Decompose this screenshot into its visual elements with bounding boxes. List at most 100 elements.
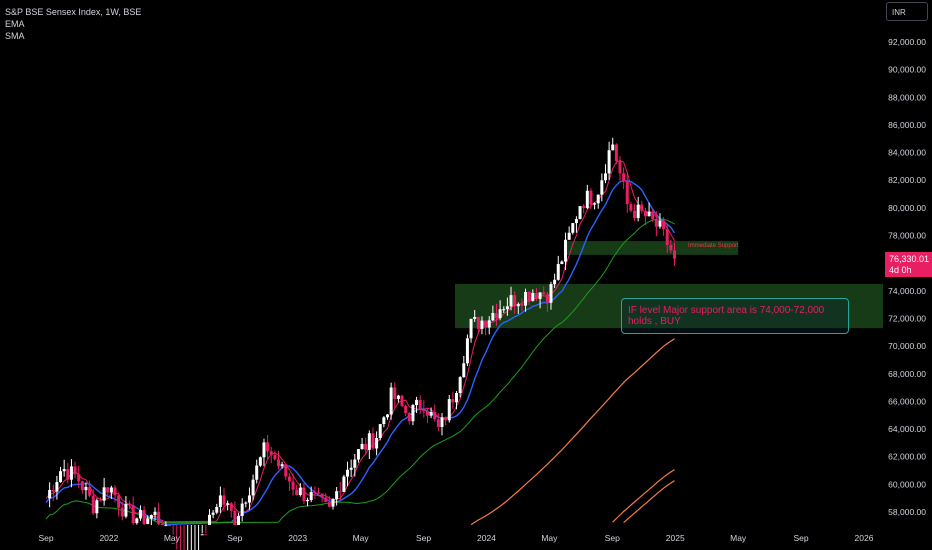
price-tick-label: 78,000.00 <box>888 231 926 241</box>
candle-body <box>498 309 502 319</box>
currency-button[interactable]: INR <box>886 2 928 21</box>
price-axis: 58,000.00 60,000.00 62,000.00 64,000.00 66,0… <box>888 37 926 517</box>
candle-body <box>593 203 597 205</box>
candle-body <box>542 292 546 295</box>
candle-body <box>218 495 222 507</box>
price-tick-label: 72,000.00 <box>888 313 926 323</box>
candle-body <box>298 487 302 496</box>
candle-body <box>153 511 157 516</box>
candle-body <box>574 219 578 224</box>
candle-body <box>444 417 448 421</box>
candle-body <box>171 542 175 544</box>
candle-body <box>327 502 331 507</box>
candle-body <box>135 518 139 524</box>
candle-body <box>527 291 531 301</box>
price-tick-label: 80,000.00 <box>888 203 926 213</box>
candle-body <box>62 469 66 472</box>
candle-body <box>51 489 55 492</box>
candle-body <box>364 443 368 450</box>
price-tick-label: 88,000.00 <box>888 92 926 102</box>
time-tick-label: 2023 <box>288 533 307 543</box>
candle-body <box>578 206 582 220</box>
candle-body <box>400 395 404 406</box>
candle-body <box>480 320 484 329</box>
candle-body <box>407 413 411 422</box>
candle-body <box>269 451 273 455</box>
candle-body <box>106 487 110 493</box>
candle-body <box>393 387 397 399</box>
candle-body <box>662 220 666 229</box>
candle-body <box>251 479 255 496</box>
major-support-annotation[interactable]: IF level Major support area is 74,000-72… <box>621 298 849 334</box>
candle-body <box>146 518 150 524</box>
candle-body <box>436 419 440 427</box>
candle-body <box>306 500 310 502</box>
candle-body <box>585 190 589 208</box>
candle-body <box>589 190 593 205</box>
time-tick-label: May <box>353 533 370 543</box>
candle-body <box>349 467 353 470</box>
candle-body <box>255 465 259 480</box>
candle-body <box>418 399 422 409</box>
candle-body <box>513 295 517 307</box>
candle-body <box>629 204 633 211</box>
candle-body <box>505 306 509 310</box>
candle-body <box>55 482 59 492</box>
candle-body <box>451 399 455 403</box>
candle-body <box>200 534 204 536</box>
price-tick-label: 84,000.00 <box>888 148 926 158</box>
last-price-tag: 76,330.01 4d 0h <box>885 252 932 277</box>
price-tick-label: 74,000.00 <box>888 286 926 296</box>
candle-body <box>469 318 473 339</box>
candle-body <box>102 487 106 501</box>
support-zone-1 <box>565 241 739 255</box>
candle-body <box>607 150 611 174</box>
candle-body <box>425 411 429 416</box>
time-tick-label: Sep <box>794 533 809 543</box>
candle-body <box>520 304 524 306</box>
candle-body <box>98 500 102 502</box>
candle-body <box>233 510 237 525</box>
candle-body <box>534 293 538 299</box>
chart-legend: S&P BSE Sensex Index, 1W, BSE EMA SMA <box>5 6 141 42</box>
candle-body <box>549 284 553 303</box>
candle-body <box>240 503 244 516</box>
candle-body <box>117 495 121 508</box>
candle-body <box>157 511 161 525</box>
candle-body <box>509 295 513 307</box>
price-tick-label: 82,000.00 <box>888 175 926 185</box>
time-tick-label: May <box>730 533 747 543</box>
candle-body <box>244 502 248 504</box>
legend-sma[interactable]: SMA <box>5 31 25 41</box>
candle-body <box>302 487 306 502</box>
candle-body <box>342 476 346 492</box>
candle-body <box>636 204 640 219</box>
candle-body <box>280 464 284 467</box>
candle-body <box>651 211 655 220</box>
candle-body <box>160 524 164 526</box>
candle-body <box>415 399 419 406</box>
candle-body <box>494 313 498 319</box>
time-tick-label: May <box>541 533 558 543</box>
candle-body <box>142 510 146 524</box>
price-tick-label: 70,000.00 <box>888 341 926 351</box>
price-tick-label: 86,000.00 <box>888 120 926 130</box>
candle-body <box>600 180 604 195</box>
time-tick-label: May <box>164 533 181 543</box>
candle-body <box>389 387 393 415</box>
candle-body <box>455 393 459 403</box>
legend-ema[interactable]: EMA <box>5 19 25 29</box>
support-zones <box>455 241 883 329</box>
time-tick-label: Sep <box>605 533 620 543</box>
candle-body <box>553 279 557 285</box>
candle-body <box>313 492 317 494</box>
price-tick-label: 66,000.00 <box>888 396 926 406</box>
candle-body <box>88 486 92 496</box>
time-tick-label: Sep <box>416 533 431 543</box>
slow-ma-line-2 <box>612 469 675 523</box>
candle-body <box>266 442 270 452</box>
candle-body <box>382 417 386 425</box>
candle-body <box>411 405 415 422</box>
price-tick-label: 60,000.00 <box>888 479 926 489</box>
